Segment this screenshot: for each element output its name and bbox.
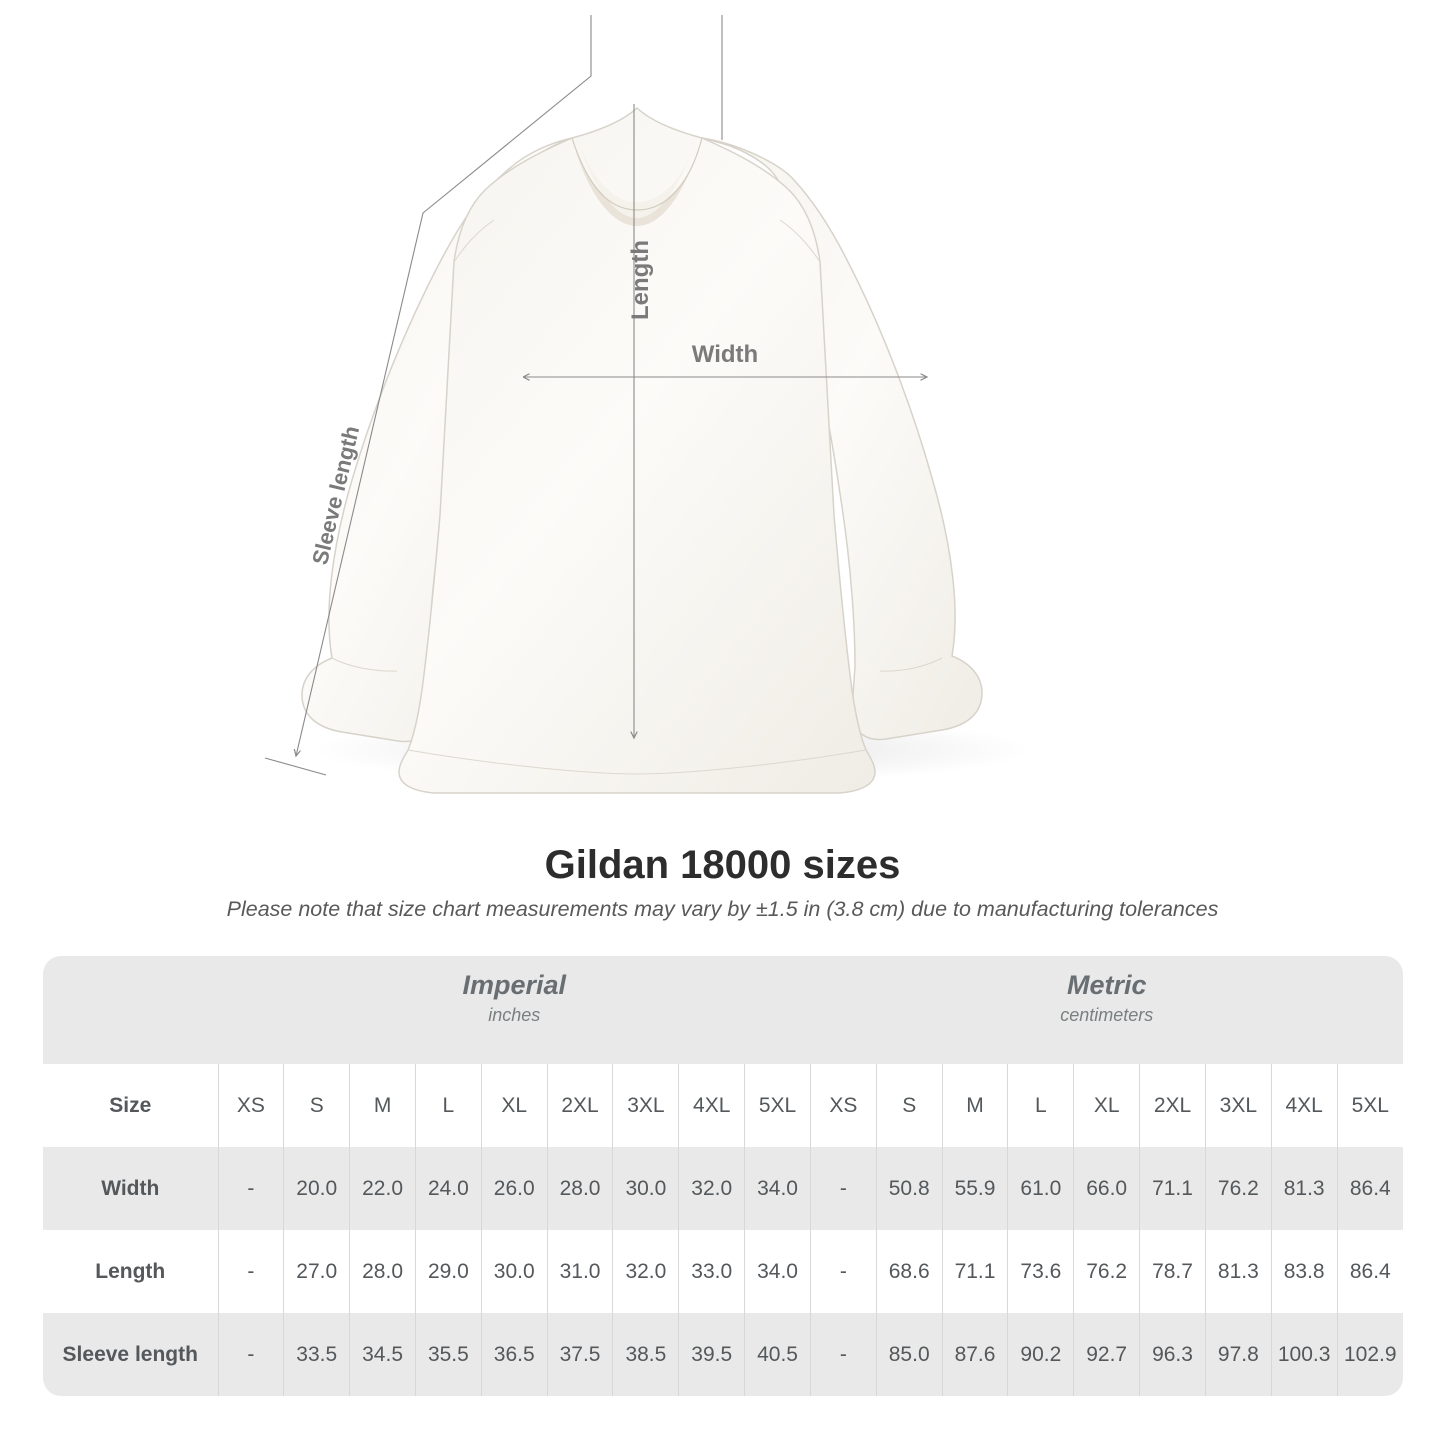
svg-text:Width: Width xyxy=(692,341,758,368)
svg-text:Length: Length xyxy=(627,240,654,320)
svg-text:Sleeve length: Sleeve length xyxy=(307,423,364,567)
